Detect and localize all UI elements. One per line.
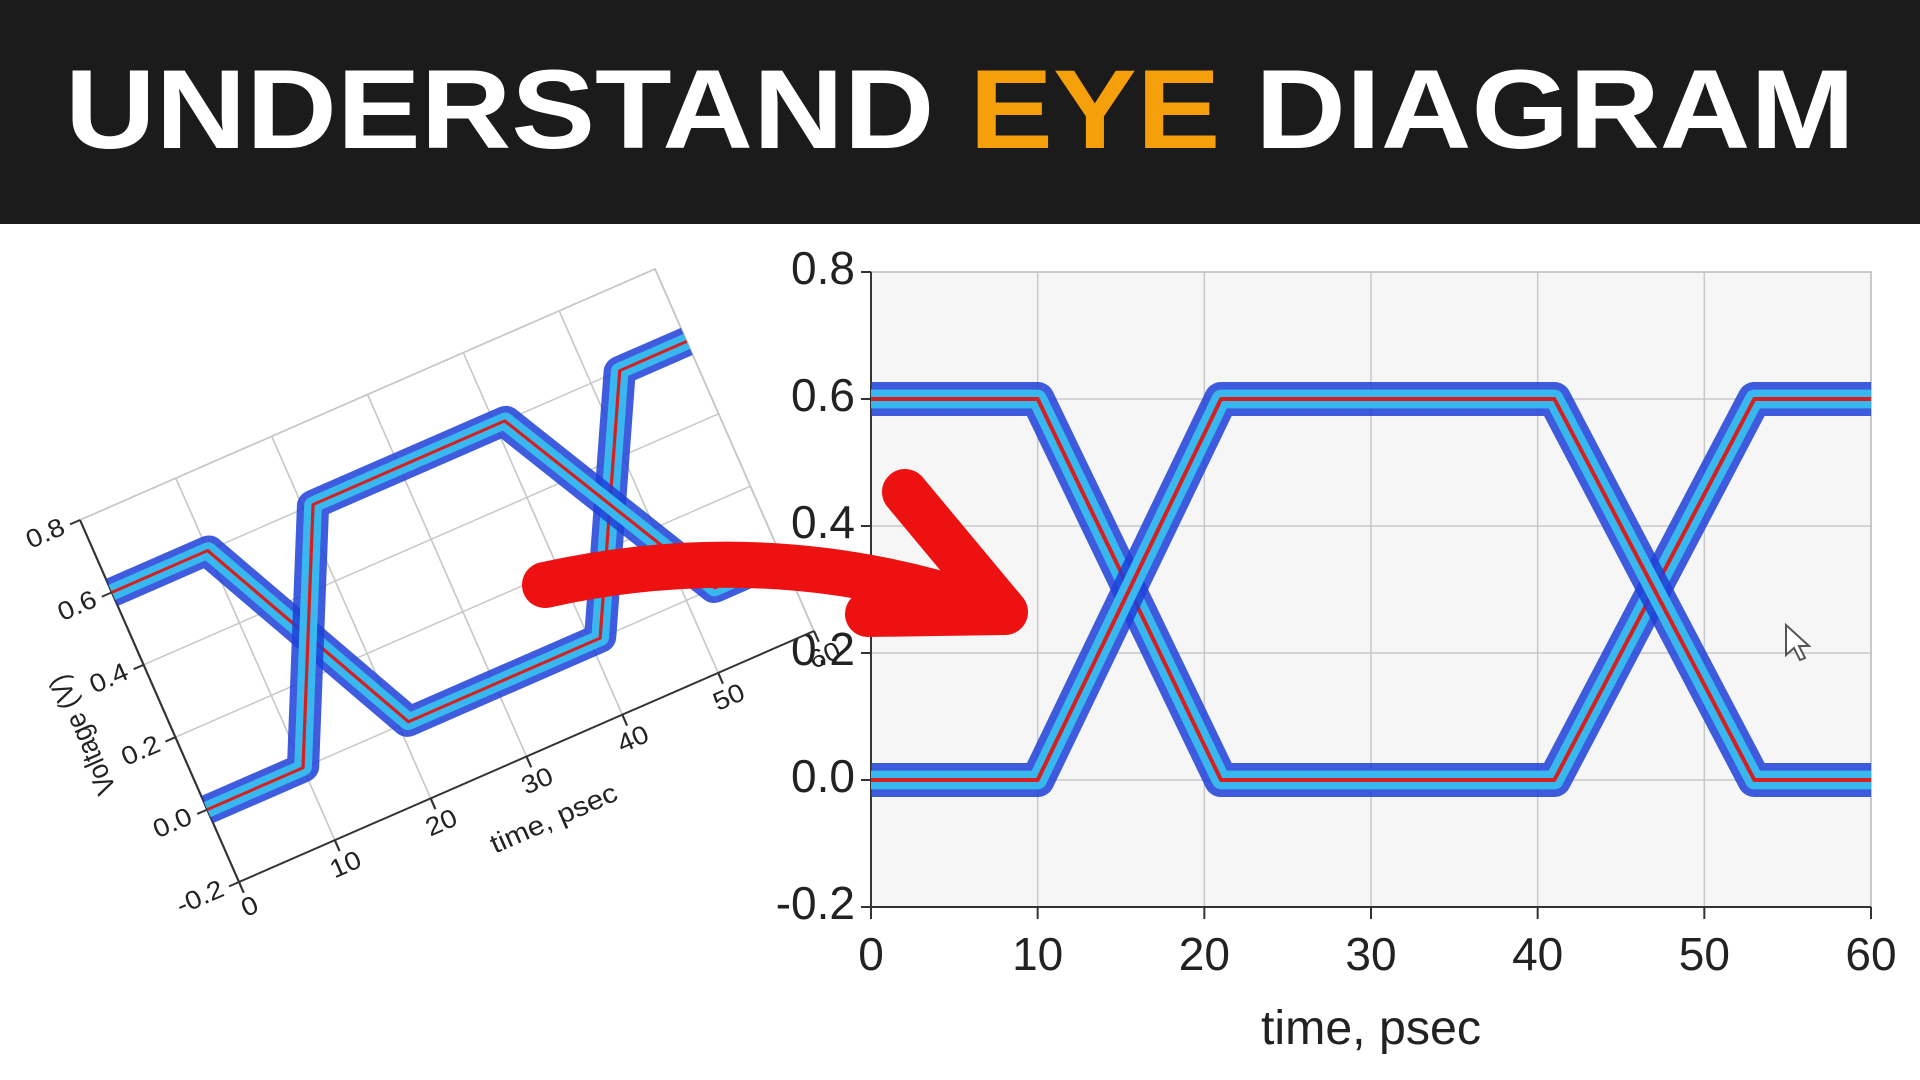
x-tick-label: 10 — [1012, 928, 1063, 980]
header-title: UNDERSTAND EYE DIAGRAM — [65, 47, 1855, 172]
y-tick-label: 0.8 — [791, 242, 855, 294]
trace — [111, 340, 688, 724]
x-tick-label: 60 — [1845, 928, 1896, 980]
arrow-head — [845, 469, 1028, 637]
y-tick-label: -0.2 — [776, 877, 855, 929]
x-tick — [621, 714, 629, 726]
grid-line — [270, 436, 432, 799]
x-tick-label: 20 — [1179, 928, 1230, 980]
x-tick-label: 40 — [613, 720, 653, 759]
y-tick-label: 0.2 — [117, 730, 165, 772]
title-highlight: EYE — [969, 47, 1220, 172]
x-tick — [429, 797, 437, 810]
y-tick-label: 0.6 — [53, 585, 101, 627]
y-tick-label: 0.0 — [791, 750, 855, 802]
grid-line — [558, 310, 719, 674]
y-tick-label: 0.6 — [791, 369, 855, 421]
x-tick — [813, 630, 820, 643]
title-word: UNDERSTAND — [65, 47, 934, 172]
y-tick — [228, 881, 240, 888]
traces — [871, 382, 1871, 797]
y-tick — [101, 591, 113, 598]
x-axis — [238, 630, 815, 883]
y-tick — [133, 663, 144, 671]
y-axis — [79, 519, 241, 883]
x-tick — [333, 839, 341, 852]
x-tick-label: 50 — [709, 678, 749, 717]
y-tick-label: 0.4 — [791, 496, 855, 548]
x-tick-label: 40 — [1512, 928, 1563, 980]
trace — [871, 397, 1871, 782]
x-tick — [238, 881, 245, 894]
x-tick-label: 20 — [421, 803, 461, 842]
x-tick-label: 50 — [1679, 928, 1730, 980]
x-axis-label: time, psec — [1261, 1001, 1481, 1055]
x-tick-label: 0 — [858, 928, 884, 980]
arrow — [522, 469, 1028, 637]
x-tick-label: 0 — [237, 890, 263, 922]
y-tick — [196, 808, 208, 815]
y-tick — [165, 736, 176, 743]
x-tick — [525, 756, 533, 768]
y-tick-label: 0.8 — [21, 512, 69, 554]
title-word: DIAGRAM — [1255, 47, 1855, 172]
y-tick-label: 0.4 — [85, 657, 133, 699]
x-tick-label: 30 — [1345, 928, 1396, 980]
x-tick-label: 10 — [325, 845, 365, 884]
header-bar — [0, 0, 1920, 224]
y-tick-label: 0.0 — [149, 802, 197, 844]
y-tick-label: -0.2 — [172, 874, 228, 920]
x-axis-label: time, psec — [486, 778, 623, 860]
x-tick — [717, 672, 724, 685]
x-tick-label: 30 — [517, 761, 557, 800]
cursor — [1785, 622, 1812, 662]
trace — [871, 397, 1871, 782]
y-tick — [69, 519, 81, 526]
